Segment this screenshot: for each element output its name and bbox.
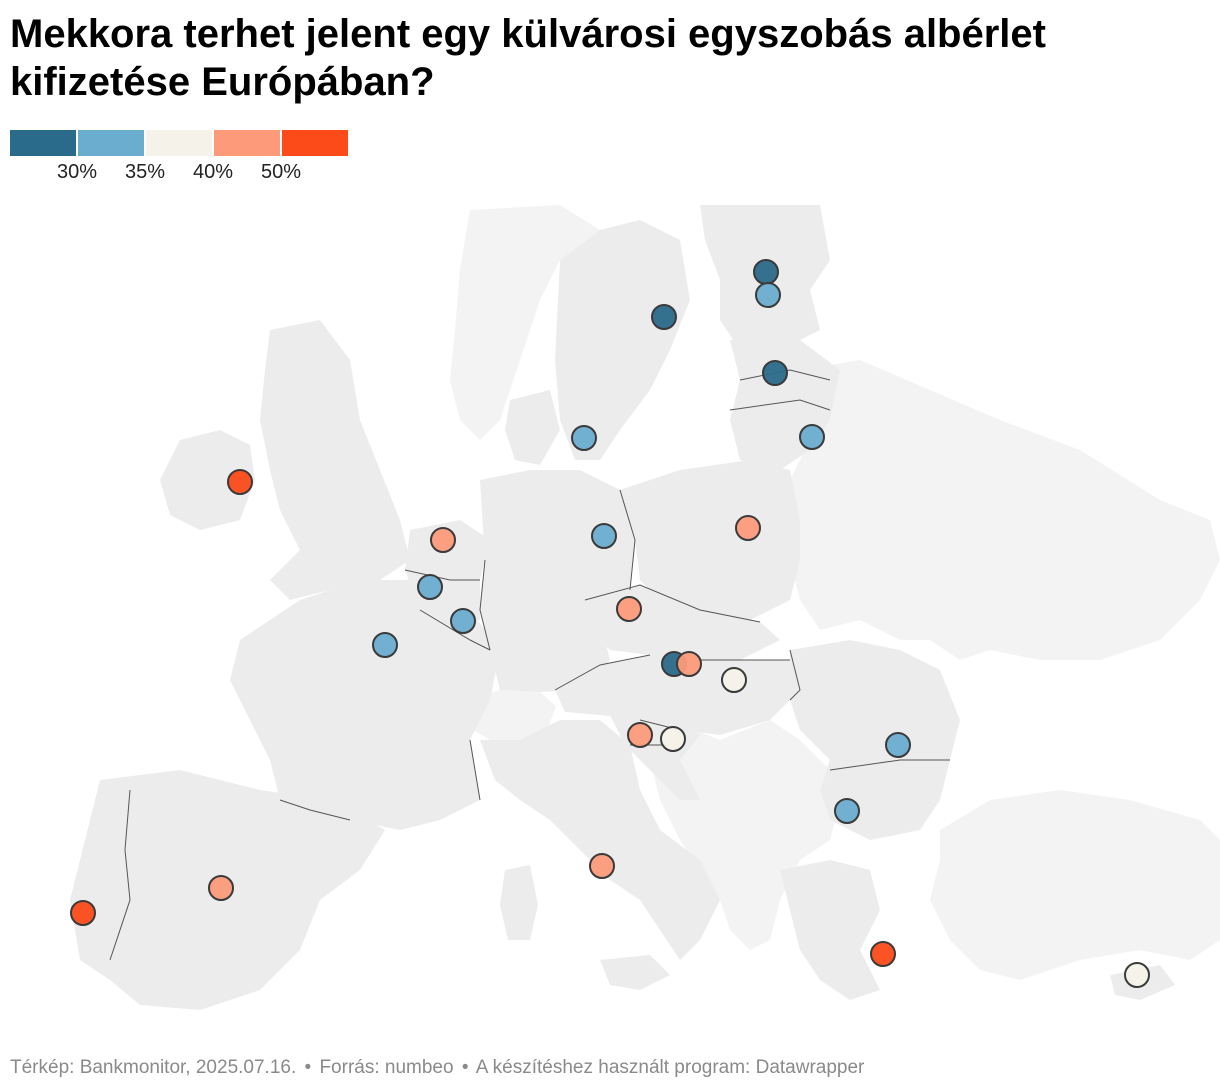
- city-marker[interactable]: [1124, 962, 1150, 988]
- city-marker[interactable]: [208, 875, 234, 901]
- legend-swatch-1: [10, 130, 76, 156]
- city-marker[interactable]: [885, 732, 911, 758]
- legend-swatch-5: [282, 130, 348, 156]
- city-marker[interactable]: [417, 574, 443, 600]
- balkans-land: [650, 720, 840, 950]
- europe-map: [70, 205, 1220, 1010]
- benelux-land: [405, 520, 490, 630]
- city-marker[interactable]: [372, 632, 398, 658]
- france-land: [230, 580, 500, 830]
- city-marker[interactable]: [753, 259, 779, 285]
- legend-swatch-4: [214, 130, 280, 156]
- city-marker[interactable]: [591, 523, 617, 549]
- city-marker[interactable]: [70, 900, 96, 926]
- great-britain-land: [260, 320, 410, 600]
- city-marker[interactable]: [834, 798, 860, 824]
- city-marker[interactable]: [870, 941, 896, 967]
- city-marker[interactable]: [227, 469, 253, 495]
- footer: Térkép: Bankmonitor, 2025.07.16. • Forrá…: [10, 1057, 864, 1079]
- marker-layer: [70, 259, 1150, 988]
- turkey-land: [930, 790, 1220, 980]
- sweden-land: [555, 220, 690, 460]
- romania-bulgaria-land: [790, 640, 960, 840]
- city-marker[interactable]: [651, 304, 677, 330]
- city-marker[interactable]: [762, 360, 788, 386]
- city-marker[interactable]: [430, 527, 456, 553]
- eastern-europe-land: [790, 360, 1220, 660]
- city-marker[interactable]: [660, 726, 686, 752]
- map-credit: Térkép: Bankmonitor, 2025.07.16.: [10, 1057, 297, 1078]
- legend-tick-50: 50%: [260, 161, 302, 183]
- germany-land: [480, 470, 635, 692]
- city-marker[interactable]: [799, 424, 825, 450]
- footer-separator: •: [304, 1057, 312, 1078]
- sicily-land: [600, 955, 670, 990]
- city-marker[interactable]: [627, 722, 653, 748]
- denmark-land: [505, 390, 560, 465]
- city-marker[interactable]: [755, 282, 781, 308]
- land-layer: [70, 205, 1220, 1010]
- italy-land: [480, 720, 720, 960]
- city-marker[interactable]: [721, 667, 747, 693]
- norway-land: [450, 205, 600, 440]
- source-credit: Forrás: numbeo: [319, 1057, 454, 1078]
- chart-title: Mekkora terhet jelent egy külvárosi egys…: [10, 12, 1046, 104]
- ireland-land: [160, 430, 255, 530]
- footer-separator: •: [461, 1057, 469, 1078]
- legend-swatch-3: [146, 130, 212, 156]
- city-marker[interactable]: [676, 651, 702, 677]
- city-marker[interactable]: [589, 853, 615, 879]
- color-legend: 30% 35% 40% 50%: [10, 130, 350, 183]
- city-marker[interactable]: [571, 425, 597, 451]
- tool-credit: A készítéshez használt program: Datawrap…: [475, 1057, 865, 1078]
- legend-swatch-2: [78, 130, 144, 156]
- city-marker[interactable]: [450, 608, 476, 634]
- legend-tick-30: 30%: [56, 161, 98, 183]
- city-marker[interactable]: [735, 515, 761, 541]
- city-marker[interactable]: [616, 596, 642, 622]
- greece-land: [780, 860, 880, 1000]
- sardinia-land: [500, 865, 538, 940]
- poland-land: [620, 460, 800, 620]
- legend-tick-35: 35%: [124, 161, 166, 183]
- legend-tick-40: 40%: [192, 161, 234, 183]
